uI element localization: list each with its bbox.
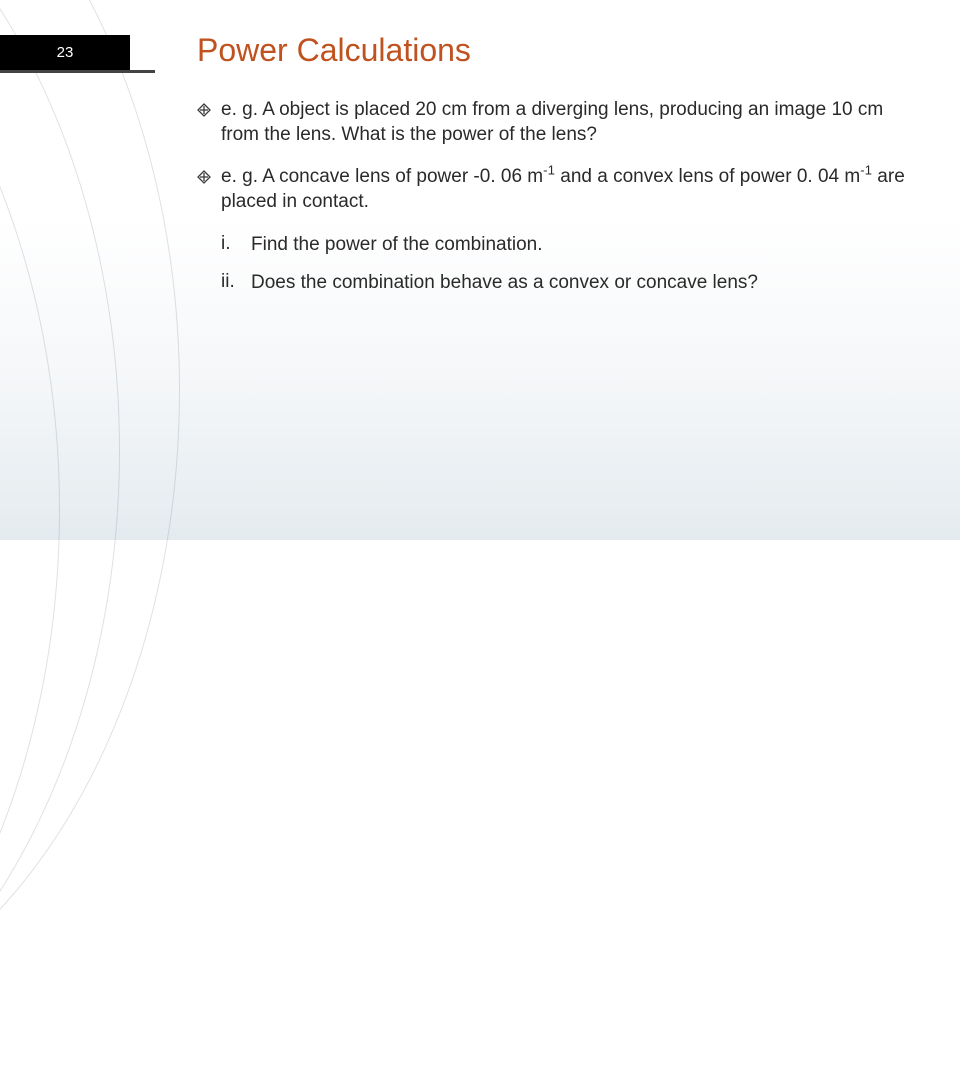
- numbered-text: Does the combination behave as a convex …: [251, 271, 758, 296]
- content-area: e. g. A object is placed 20 cm from a di…: [197, 98, 920, 310]
- bullet-item: e. g. A concave lens of power -0. 06 m-1…: [197, 165, 920, 214]
- slide-title: Power Calculations: [197, 32, 471, 69]
- bullet-text: e. g. A object is placed 20 cm from a di…: [221, 98, 920, 147]
- diamond-bullet-icon: [197, 103, 211, 117]
- page-number-badge: 23: [0, 35, 130, 70]
- numbered-item: ii.Does the combination behave as a conv…: [221, 271, 920, 296]
- page-number-text: 23: [57, 44, 74, 61]
- bullet-item: e. g. A object is placed 20 cm from a di…: [197, 98, 920, 147]
- diamond-bullet-icon: [197, 170, 211, 184]
- numbered-item: i.Find the power of the combination.: [221, 233, 920, 258]
- numbered-label: ii.: [221, 271, 251, 293]
- numbered-label: i.: [221, 233, 251, 255]
- bullet-text: e. g. A concave lens of power -0. 06 m-1…: [221, 165, 920, 214]
- numbered-text: Find the power of the combination.: [251, 233, 543, 258]
